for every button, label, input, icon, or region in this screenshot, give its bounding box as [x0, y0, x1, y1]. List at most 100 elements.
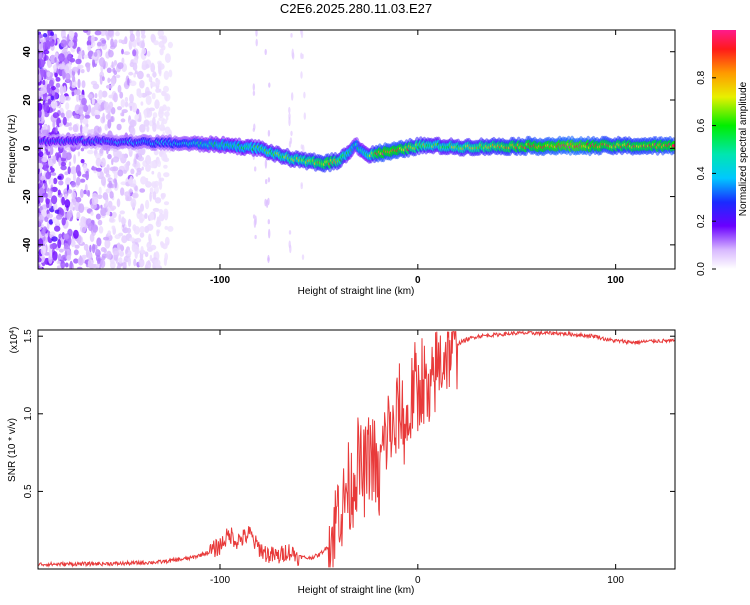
noise-speck	[124, 101, 129, 108]
noise-speck	[40, 175, 45, 181]
noise-speck	[54, 225, 61, 232]
noise-speck	[73, 249, 79, 256]
noise-speck	[53, 64, 57, 73]
noise-speck	[125, 161, 129, 172]
noise-speck	[144, 251, 149, 258]
noise-speck	[135, 237, 142, 243]
noise-speck	[79, 222, 82, 227]
noise-speck	[95, 114, 101, 120]
noise-speck	[105, 30, 108, 37]
noise-speck	[76, 94, 80, 102]
noise-speck	[145, 199, 150, 210]
noise-speck	[102, 112, 105, 123]
noise-speck	[121, 57, 125, 65]
noise-speck	[70, 32, 74, 39]
snr-x-tick-label: 100	[607, 575, 624, 586]
noise-speck	[38, 109, 42, 118]
noise-speck	[52, 112, 60, 119]
noise-speck	[57, 175, 62, 180]
noise-speck	[132, 49, 137, 57]
noise-speck	[114, 179, 118, 189]
noise-speck	[52, 251, 58, 261]
noise-speck	[98, 186, 102, 195]
noise-speck	[94, 110, 101, 116]
noise-speck	[54, 57, 57, 63]
noise-speck	[83, 189, 87, 195]
noise-speck	[120, 112, 124, 117]
noise-speck	[51, 236, 58, 242]
noise-speck	[67, 189, 73, 194]
noise-speck	[122, 261, 127, 269]
noise-speck	[87, 149, 94, 155]
noise-speck	[87, 93, 93, 99]
noise-speck	[152, 207, 160, 212]
noise-speck	[50, 85, 56, 91]
streak-speck	[267, 219, 270, 225]
noise-speck	[120, 118, 126, 123]
noise-speck	[64, 262, 69, 268]
noise-speck	[74, 244, 80, 249]
noise-speck	[164, 252, 168, 261]
noise-speck	[106, 250, 112, 260]
noise-speck	[45, 198, 50, 205]
noise-speck	[91, 97, 95, 105]
noise-speck	[107, 153, 112, 160]
noise-speck	[129, 79, 132, 84]
snr-frame	[37, 329, 676, 570]
noise-speck	[134, 158, 137, 165]
noise-speck	[70, 181, 77, 188]
noise-speck	[66, 254, 71, 261]
noise-speck	[50, 95, 55, 101]
noise-speck	[93, 125, 101, 135]
noise-speck	[110, 205, 117, 211]
noise-speck	[152, 112, 158, 119]
noise-speck	[103, 236, 110, 241]
noise-speck	[148, 233, 152, 243]
snr-y-tick-label: 0.5	[23, 484, 34, 498]
noise-speck	[119, 250, 124, 257]
noise-speck	[139, 79, 145, 89]
streak-speck	[290, 33, 293, 38]
noise-speck	[77, 64, 84, 70]
noise-speck	[91, 196, 99, 206]
noise-speck	[97, 219, 103, 226]
noise-speck	[43, 102, 50, 113]
noise-speck	[162, 38, 168, 43]
noise-speck	[152, 71, 157, 78]
noise-speck	[63, 242, 68, 250]
noise-speck	[127, 256, 131, 267]
noise-speck	[150, 81, 157, 87]
noise-speck	[75, 196, 82, 203]
noise-speck	[45, 80, 48, 85]
noise-speck	[163, 164, 168, 169]
noise-speck	[146, 223, 154, 231]
noise-speck	[64, 65, 70, 74]
noise-speck	[105, 211, 111, 216]
noise-speck	[140, 246, 144, 255]
noise-speck	[47, 60, 52, 69]
noise-speck	[73, 114, 80, 119]
noise-speck	[117, 169, 124, 177]
noise-speck	[129, 33, 135, 42]
noise-speck	[38, 58, 41, 68]
noise-speck	[68, 40, 74, 48]
noise-speck	[87, 44, 92, 52]
noise-speck	[58, 248, 64, 253]
noise-speck	[65, 177, 72, 182]
noise-speck	[145, 164, 151, 172]
noise-speck	[113, 60, 118, 66]
noise-speck	[38, 151, 44, 158]
noise-speck	[69, 122, 72, 127]
snr-x-label: Height of straight line (km)	[298, 585, 415, 596]
noise-speck	[145, 63, 150, 69]
noise-speck	[157, 30, 165, 37]
streak-speck	[300, 30, 304, 39]
noise-speck	[38, 102, 43, 111]
streak-speck	[292, 52, 295, 60]
spectrogram-y-label: Frequency (Hz)	[7, 115, 18, 184]
noise-speck	[55, 125, 58, 134]
noise-speck	[129, 93, 134, 104]
noise-speck	[136, 167, 142, 173]
noise-speck	[80, 115, 83, 124]
colorbar-tick-label: 0.8	[696, 70, 707, 84]
